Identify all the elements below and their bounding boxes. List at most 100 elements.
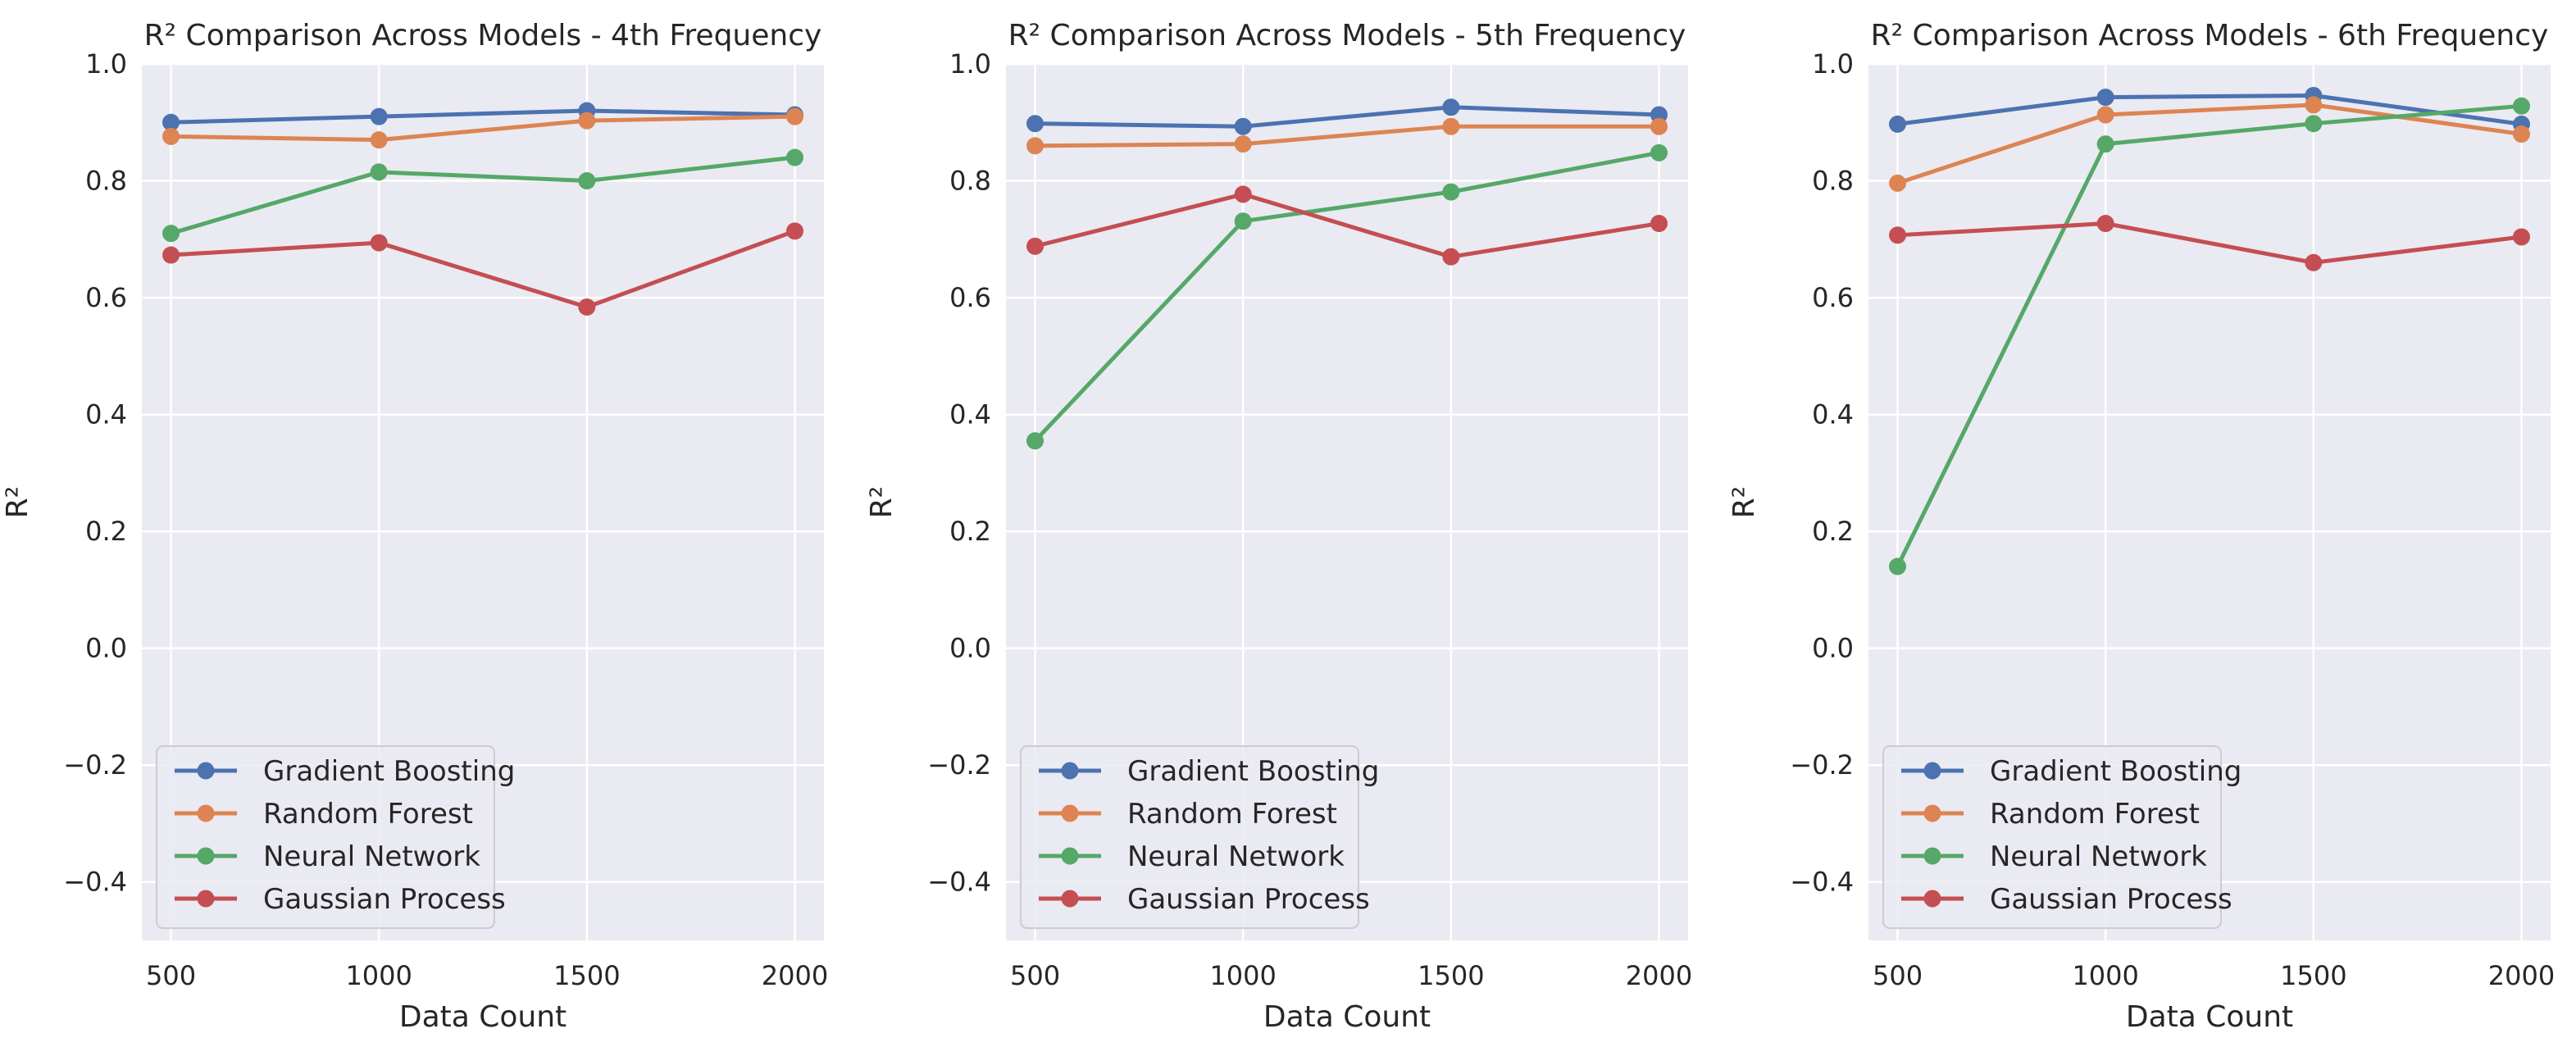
chart-3-series-random-forest-point-1500 — [2305, 96, 2323, 114]
chart-3-series-gradient-boosting-point-1000 — [2096, 89, 2114, 107]
chart-2-series-neural-network-point-2000 — [1650, 143, 1668, 162]
chart-2-series-random-forest-point-500 — [1026, 137, 1045, 155]
chart-3-ytick-label-6: 0.8 — [1812, 166, 1854, 197]
chart-1-legend-swatch-marker-gradient-boosting — [197, 762, 215, 780]
chart-1-title: R² Comparison Across Models - 4th Freque… — [144, 19, 822, 52]
chart-3-ytick-label-4: 0.4 — [1812, 399, 1854, 430]
chart-3-series-neural-network-point-500 — [1889, 558, 1907, 576]
chart-2-series-neural-network — [1026, 143, 1668, 450]
chart-3-legend-label-gradient-boosting: Gradient Boosting — [1990, 755, 2241, 788]
chart-2-xtick-label-2: 1500 — [1418, 960, 1484, 991]
chart-3-xlabel: Data Count — [2126, 1000, 2293, 1034]
chart-3-series-gaussian-process-line — [1896, 221, 2524, 265]
chart-3-legend-frame — [1882, 745, 2222, 929]
chart-2-ytick-label-1: −0.2 — [927, 749, 991, 781]
chart-3-ytick-label-5: 0.6 — [1812, 282, 1854, 313]
chart-3-series-neural-network-point-1500 — [2305, 115, 2323, 133]
chart-2-series-gradient-boosting — [1026, 98, 1668, 135]
chart-2-ytick-label-0: −0.4 — [927, 867, 991, 898]
chart-1-series-random-forest — [162, 107, 803, 149]
chart-2-ylabel: R² — [865, 486, 899, 518]
chart-2-series-gradient-boosting-line — [1033, 105, 1661, 129]
chart-1-series-neural-network-point-2000 — [785, 148, 803, 166]
chart-1-series-random-forest-point-1500 — [578, 112, 596, 130]
chart-2-ytick-label-6: 0.8 — [949, 166, 991, 197]
chart-1-series-random-forest-point-1000 — [370, 131, 388, 149]
chart-3-series-gaussian-process-point-500 — [1889, 226, 1907, 244]
chart-2-series-gaussian-process-line — [1033, 192, 1661, 259]
chart-1: −0.4 −0.2 0.0 0.2 0.4 0.6 0.8 1.0 500 1000 1500 200… — [1, 19, 828, 1034]
chart-1-legend-label-random-forest: Random Forest — [263, 798, 473, 831]
chart-2-legend-swatch-marker-neural-network — [1061, 847, 1079, 865]
chart-3-series-neural-network-point-2000 — [2512, 97, 2530, 115]
chart-3-ytick-label-3: 0.2 — [1812, 516, 1854, 547]
chart-3-xtick-label-1: 1000 — [2072, 960, 2138, 991]
chart-2-legend-swatch-marker-gradient-boosting — [1061, 762, 1079, 780]
chart-3-xtick-label-0: 500 — [1873, 960, 1923, 991]
chart-2-series-gaussian-process-point-1000 — [1234, 185, 1252, 203]
chart-3-series-random-forest — [1889, 96, 2530, 192]
chart-1-series-neural-network — [162, 148, 803, 243]
chart-1-series-gradient-boosting-point-1000 — [370, 107, 388, 125]
chart-3-legend-label-random-forest: Random Forest — [1990, 798, 2200, 831]
chart-3-series-neural-network — [1889, 97, 2530, 576]
chart-1-series-gaussian-process-point-500 — [162, 246, 180, 264]
chart-3-ytick-label-0: −0.4 — [1790, 867, 1854, 898]
chart-2-series-gaussian-process-point-1500 — [1442, 248, 1460, 266]
chart-3-legend-swatch-marker-neural-network — [1923, 847, 1941, 865]
chart-3-series-random-forest-point-2000 — [2512, 125, 2530, 143]
chart-2-ytick-label-2: 0.0 — [949, 633, 991, 664]
chart-3-xtick-label-3: 2000 — [2488, 960, 2555, 991]
chart-1-legend-label-neural-network: Neural Network — [263, 840, 480, 873]
chart-1-ytick-label-6: 0.8 — [85, 166, 127, 197]
chart-2-series-neural-network-point-1500 — [1442, 183, 1460, 201]
chart-1-series-random-forest-line — [169, 114, 797, 143]
chart-2-legend-label-neural-network: Neural Network — [1127, 840, 1345, 873]
chart-1-legend-label-gaussian-process: Gaussian Process — [263, 883, 506, 916]
chart-2-legend-frame — [1020, 745, 1359, 929]
chart-2-xtick-label-1: 1000 — [1209, 960, 1276, 991]
chart-2-series-gaussian-process-point-2000 — [1650, 215, 1668, 233]
chart-1-ytick-label-1: −0.2 — [63, 749, 127, 781]
chart-2-series-random-forest-point-1500 — [1442, 117, 1460, 135]
chart-3-series-random-forest-point-500 — [1889, 174, 1907, 192]
chart-1-series-gaussian-process-point-1500 — [578, 298, 596, 316]
chart-3-legend-label-gaussian-process: Gaussian Process — [1990, 883, 2232, 916]
chart-1-legend-frame — [156, 745, 495, 929]
chart-1-series-gradient-boosting-line — [169, 108, 797, 125]
chart-1-series-gaussian-process-point-1000 — [370, 234, 388, 252]
chart-1-xtick-label-2: 1500 — [553, 960, 620, 991]
chart-3-title: R² Comparison Across Models - 6th Freque… — [1871, 19, 2549, 52]
chart-2: −0.4 −0.2 0.0 0.2 0.4 0.6 0.8 1.0 500 1000 1500 200… — [865, 19, 1692, 1034]
chart-1-series-random-forest-point-500 — [162, 127, 180, 145]
chart-1-legend: Gradient Boosting Random Forest Neural Net… — [156, 745, 515, 929]
chart-1-series-neural-network-line — [169, 155, 797, 236]
chart-1-series-random-forest-point-2000 — [785, 107, 803, 125]
chart-3-series-neural-network-point-1000 — [2096, 135, 2114, 153]
chart-2-ytick-label-4: 0.4 — [949, 399, 991, 430]
chart-1-ylabel: R² — [1, 486, 34, 518]
chart-1-legend-swatch-marker-neural-network — [197, 847, 215, 865]
chart-3-series-gaussian-process-point-1500 — [2305, 253, 2323, 271]
chart-2-series-neural-network-line — [1033, 150, 1661, 444]
chart-3-series-gaussian-process-point-1000 — [2096, 215, 2114, 233]
chart-2-xtick-label-0: 500 — [1010, 960, 1060, 991]
chart-3-ytick-label-7: 1.0 — [1812, 48, 1854, 80]
chart-1-series-neural-network-point-500 — [162, 225, 180, 243]
chart-1-legend-swatch-marker-gaussian-process — [197, 890, 215, 908]
chart-2-series-gradient-boosting-point-500 — [1026, 115, 1045, 133]
chart-2-series-gradient-boosting-point-1000 — [1234, 117, 1252, 135]
chart-1-legend-label-gradient-boosting: Gradient Boosting — [263, 755, 515, 788]
chart-1-series-gaussian-process-line — [169, 229, 797, 309]
chart-2-series-gaussian-process — [1026, 185, 1668, 266]
chart-3-legend-label-neural-network: Neural Network — [1990, 840, 2207, 873]
chart-2-series-random-forest-point-2000 — [1650, 117, 1668, 135]
chart-1-ytick-label-3: 0.2 — [85, 516, 127, 547]
chart-1-ytick-label-7: 1.0 — [85, 48, 127, 80]
chart-2-series-gaussian-process-point-500 — [1026, 237, 1045, 255]
chart-1-series-neural-network-point-1500 — [578, 172, 596, 190]
chart-3-ytick-label-1: −0.2 — [1790, 749, 1854, 781]
chart-2-legend: Gradient Boosting Random Forest Neural Net… — [1020, 745, 1379, 929]
chart-2-xtick-label-3: 2000 — [1626, 960, 1692, 991]
chart-2-ytick-label-3: 0.2 — [949, 516, 991, 547]
